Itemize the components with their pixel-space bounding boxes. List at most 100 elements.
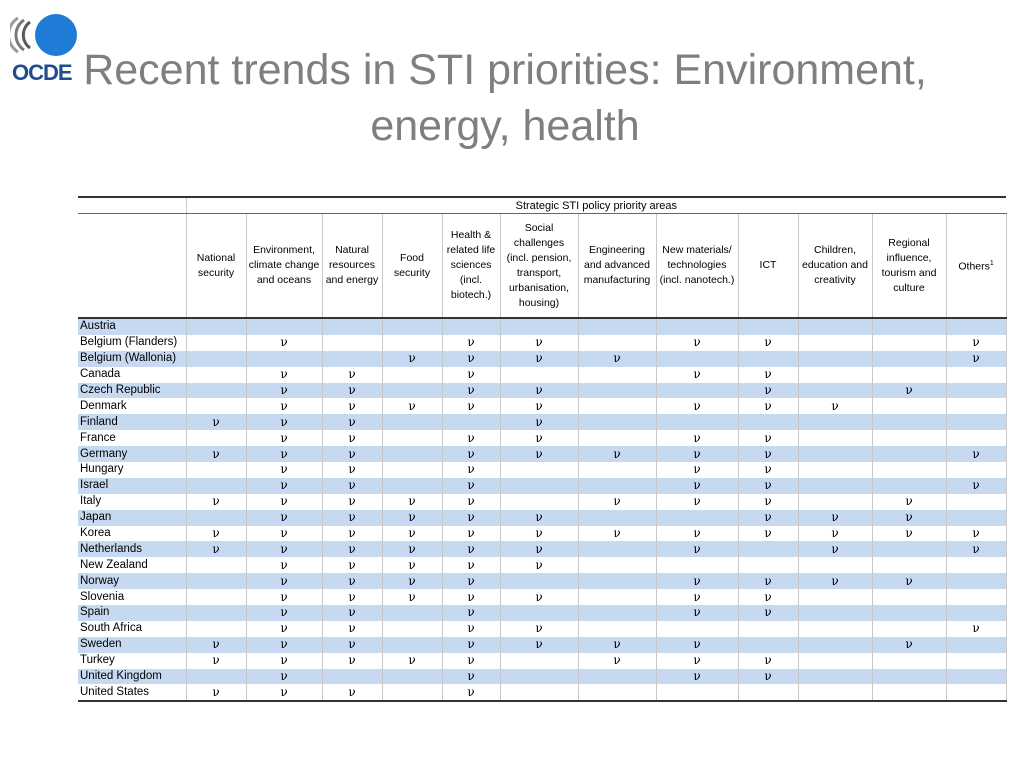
column-header: Others1 (946, 213, 1007, 319)
priority-mark-cell: ν (442, 493, 501, 510)
priority-mark-cell: ν (656, 462, 739, 478)
priority-mark-cell (578, 334, 657, 351)
table-row: Japan ν ν ν ν ν ν ν ν (78, 509, 1007, 526)
country-cell: Germany (78, 446, 187, 463)
priority-mark-cell: ν (322, 509, 383, 526)
priority-mark-cell (738, 414, 799, 431)
priority-mark-cell (500, 652, 579, 669)
country-cell: Czech Republic (78, 382, 187, 399)
priority-mark-cell (872, 334, 947, 351)
country-cell: Israel (78, 477, 187, 494)
priority-mark-cell: ν (186, 446, 247, 463)
priority-mark-cell: ν (322, 430, 383, 447)
priority-mark-cell: ν (738, 430, 799, 447)
priority-mark-cell: ν (246, 430, 323, 447)
column-header-label: Regional influence, tourism and culture (881, 236, 937, 294)
priority-mark-cell: ν (442, 398, 501, 415)
table-row: Sweden ν ν ν ν ν ν ν ν (78, 636, 1007, 653)
priority-mark-cell: ν (442, 525, 501, 542)
priority-mark-cell: ν (442, 668, 501, 685)
priority-mark-cell (946, 398, 1007, 415)
priority-mark-cell: ν (246, 366, 323, 383)
priority-mark-cell (872, 350, 947, 367)
priority-mark-cell: ν (656, 477, 739, 494)
priority-mark-cell (382, 684, 443, 703)
title-line-1: Recent trends in STI priorities: Environ… (83, 46, 927, 94)
priority-mark-cell (500, 493, 579, 510)
priority-mark-cell: ν (656, 446, 739, 463)
country-cell: United Kingdom (78, 668, 187, 685)
priority-mark-cell: ν (322, 605, 383, 621)
priority-mark-cell: ν (656, 541, 739, 558)
priority-mark-cell: ν (322, 382, 383, 399)
priority-mark-cell (382, 366, 443, 383)
priority-mark-cell (872, 366, 947, 383)
priority-mark-cell: ν (578, 493, 657, 510)
priority-mark-cell: ν (246, 668, 323, 685)
priority-mark-cell: ν (500, 350, 579, 367)
priority-mark-cell (946, 605, 1007, 621)
column-header: Health & related life sciences (incl. bi… (442, 213, 501, 319)
priority-mark-cell (946, 652, 1007, 669)
table-row: France ν ν ν ν ν ν (78, 430, 1007, 447)
priority-mark-cell (872, 557, 947, 574)
priority-mark-cell (656, 318, 739, 335)
country-cell: Spain (78, 605, 187, 621)
priority-mark-cell (578, 589, 657, 606)
priority-mark-cell (382, 668, 443, 685)
column-header-label: Children, education and creativity (802, 244, 868, 286)
priority-mark-cell: ν (500, 620, 579, 637)
priority-mark-cell (500, 605, 579, 621)
priority-mark-cell (500, 462, 579, 478)
priority-mark-cell: ν (442, 589, 501, 606)
table-row: Norway ν ν ν ν ν ν ν ν (78, 573, 1007, 590)
priority-mark-cell: ν (246, 477, 323, 494)
priority-mark-cell: ν (382, 493, 443, 510)
priority-mark-cell: ν (442, 446, 501, 463)
priority-mark-cell: ν (382, 398, 443, 415)
priority-mark-cell: ν (578, 525, 657, 542)
column-header: Social challenges (incl. pension, transp… (500, 213, 579, 319)
priority-mark-cell (946, 684, 1007, 703)
priority-mark-cell (186, 620, 247, 637)
priority-mark-cell (500, 668, 579, 685)
priority-mark-cell (186, 398, 247, 415)
country-cell: Hungary (78, 462, 187, 478)
priority-mark-cell (500, 573, 579, 590)
sti-priorities-table: Strategic STI policy priority areas Nati… (78, 196, 1007, 703)
priority-mark-cell: ν (322, 525, 383, 542)
column-header-label: Health & related life sciences (incl. bi… (446, 229, 496, 301)
logo-text: OCDE (12, 60, 73, 85)
priority-mark-cell: ν (322, 493, 383, 510)
table-row: Austria (78, 318, 1007, 335)
priority-mark-cell (186, 366, 247, 383)
priority-mark-cell (946, 493, 1007, 510)
column-header: National security (186, 213, 247, 319)
priority-mark-cell (382, 605, 443, 621)
priority-mark-cell (578, 477, 657, 494)
priority-mark-cell: ν (738, 605, 799, 621)
table-row: Denmark ν ν ν ν ν ν ν ν (78, 398, 1007, 415)
priority-mark-cell: ν (322, 446, 383, 463)
priority-mark-cell (656, 684, 739, 703)
priority-mark-cell: ν (656, 366, 739, 383)
priority-mark-cell (382, 636, 443, 653)
priority-mark-cell: ν (738, 477, 799, 494)
priority-mark-cell (500, 318, 579, 335)
priority-mark-cell: ν (322, 398, 383, 415)
priority-mark-cell: ν (246, 541, 323, 558)
priority-mark-cell: ν (246, 557, 323, 574)
country-cell: Belgium (Wallonia) (78, 350, 187, 367)
priority-mark-cell: ν (442, 636, 501, 653)
priority-mark-cell: ν (500, 414, 579, 431)
priority-mark-cell: ν (738, 366, 799, 383)
priority-mark-cell: ν (872, 636, 947, 653)
table-row: United States ν ν ν ν (78, 684, 1007, 703)
priority-mark-cell (872, 541, 947, 558)
country-cell: Slovenia (78, 589, 187, 606)
priority-mark-cell (946, 366, 1007, 383)
priority-mark-cell (798, 366, 873, 383)
country-cell: Korea (78, 525, 187, 542)
priority-mark-cell (322, 668, 383, 685)
priority-mark-cell (946, 509, 1007, 526)
